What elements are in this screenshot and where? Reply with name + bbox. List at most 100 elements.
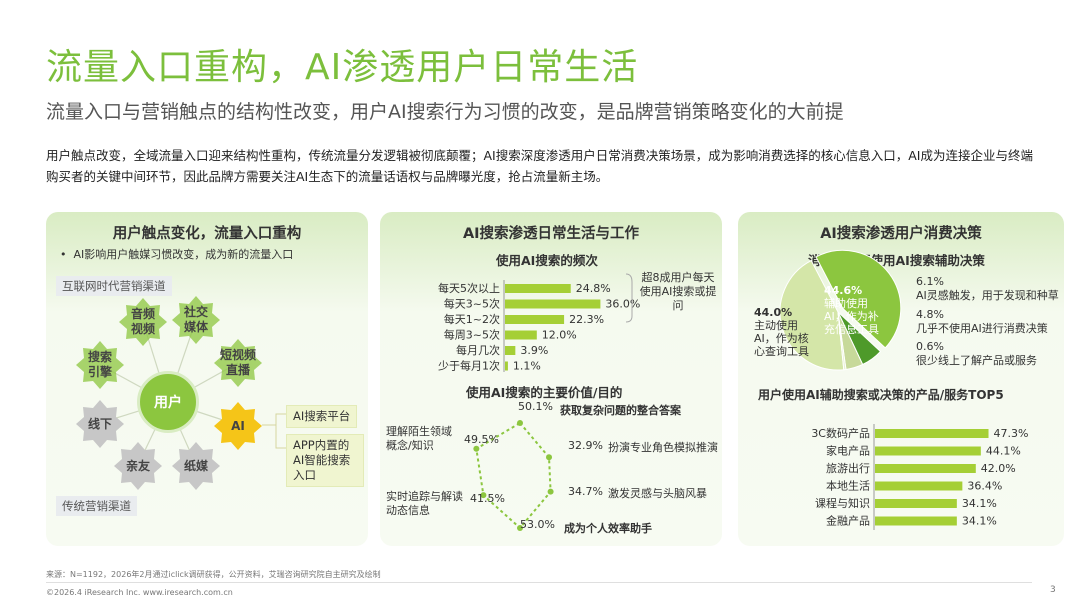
ai-node: AI xyxy=(214,402,262,450)
friends-node: 亲友 xyxy=(114,442,162,490)
top5-category-label: 家电产品 xyxy=(826,444,870,458)
frequency-chart: 每天5次以上 24.8%每天3~5次 36.0%每天1~2次 22.3%每周3~5次 1… xyxy=(438,273,640,373)
radar-l2-label: 实时追踪与解读动态信息 xyxy=(386,490,463,517)
social-media-label: 社交媒体 xyxy=(183,305,208,334)
frequency-category-label: 每天3~5次 xyxy=(444,297,500,311)
page-number: 3 xyxy=(1050,585,1056,595)
short-video-label: 短视频直播 xyxy=(219,348,256,377)
audio-video-label: 音频视频 xyxy=(130,307,155,336)
top5-bar xyxy=(875,464,976,473)
ai-consumption-panel: AI搜索渗透用户消费决策 消费前是否使用AI搜索辅助决策 44.0% 主动使用A… xyxy=(738,212,1064,546)
frequency-value-label: 12.0% xyxy=(542,329,577,342)
frequency-bar xyxy=(505,299,601,309)
radar-l1-label: 理解陌生领域概念/知识 xyxy=(386,425,452,452)
touchpoint-bullet: • AI影响用户触媒习惯改变，成为新的流量入口 xyxy=(60,248,294,261)
frequency-note: 超8成用户每天使用AI搜索或提问 xyxy=(639,271,717,312)
top5-bar xyxy=(875,446,981,456)
top5-bar xyxy=(875,429,989,438)
footer-divider xyxy=(46,582,1032,583)
top5-bar xyxy=(875,481,963,491)
frequency-category-label: 少于每月1次 xyxy=(438,359,500,373)
pie-s4-annotation: 4.8% 几乎不使用AI进行消费决策 xyxy=(916,308,1048,336)
pie-s2-annotation: 44.6% 辅助使用AI，作为补充信息工具 xyxy=(824,284,886,336)
top5-bar xyxy=(875,516,957,526)
radar-top-value: 50.1% xyxy=(518,400,553,413)
top5-category-label: 本地生活 xyxy=(826,479,870,493)
search-engine-label: 搜索引擎 xyxy=(87,350,112,379)
radar-r1-value: 32.9% xyxy=(568,439,603,452)
frequency-section-title: 使用AI搜索的频次 xyxy=(496,253,598,268)
print-media-label: 纸媒 xyxy=(183,458,208,473)
frequency-value-label: 24.8% xyxy=(576,282,611,295)
pie-s1-label: 主动使用AI，作为核心查询工具 xyxy=(754,319,809,358)
pie-s4-label: 几乎不使用AI进行消费决策 xyxy=(916,322,1048,335)
radar-bottom-label: 成为个人效率助手 xyxy=(564,522,652,535)
frequency-bar xyxy=(505,284,571,293)
pie-s4-value: 4.8% xyxy=(916,308,944,321)
frequency-value-label: 3.9% xyxy=(520,344,548,357)
user-center-label: 用户 xyxy=(154,395,182,411)
source-note: 来源：N=1192，2026年2月通过iclick调研获得，公开资料，艾瑞咨询研… xyxy=(46,570,381,579)
ai-search-life-panel: AI搜索渗透日常生活与工作 使用AI搜索的频次 每天5次以上 24.8% 每天3~5… xyxy=(380,212,722,546)
ai-search-life-panel-title: AI搜索渗透日常生活与工作 xyxy=(462,226,640,242)
frequency-category-label: 每月几次 xyxy=(456,343,500,357)
audio-video-node: 音频视频 xyxy=(119,298,167,346)
touchpoint-panel: 用户触点变化，流量入口重构 • AI影响用户触媒习惯改变，成为新的流量入口 互联… xyxy=(46,212,368,546)
pie-s1-annotation: 44.0% 主动使用AI，作为核心查询工具 xyxy=(754,306,814,358)
internet-channels-tag: 互联网时代营销渠道 xyxy=(56,276,172,296)
radar-l2-value: 41.5% xyxy=(470,492,505,505)
top5-category-label: 旅游出行 xyxy=(826,461,870,475)
frequency-value-label: 1.1% xyxy=(513,360,541,373)
top5-value-label: 36.4% xyxy=(967,480,1002,493)
radar-r2-value: 34.7% xyxy=(568,485,603,498)
page-description: 用户触点改变，全域流量入口迎来结构性重构，传统流量分发逻辑被彻底颠覆；AI搜索深… xyxy=(46,148,1033,184)
pie-s3-annotation: 6.1% AI灵感触发，用于发现和种草 xyxy=(916,275,1059,303)
frequency-category-label: 每周3~5次 xyxy=(444,328,500,342)
offline-node: 线下 xyxy=(76,400,124,448)
traditional-channels-tag: 传统营销渠道 xyxy=(56,496,137,516)
pie-slice xyxy=(815,249,902,349)
pie-s5-value: 0.6% xyxy=(916,340,944,353)
top5-value-label: 42.0% xyxy=(981,462,1016,475)
top5-section-title: 用户使用AI辅助搜索或决策的产品/服务TOP5 xyxy=(758,388,1004,402)
frequency-bar xyxy=(505,361,508,371)
ai-search-platform-chip: AI搜索平台 xyxy=(286,405,358,428)
pie-s5-annotation: 0.6% 很少线上了解产品或服务 xyxy=(916,340,1037,368)
frequency-bar xyxy=(505,346,516,355)
pie-s2-value: 44.6% xyxy=(824,284,863,297)
frequency-bar xyxy=(505,330,537,340)
radar-point xyxy=(517,524,523,531)
pie-s3-label: AI灵感触发，用于发现和种草 xyxy=(916,289,1059,302)
page-subtitle: 流量入口与营销触点的结构性改变，用户AI搜索行为习惯的改变，是品牌营销策略变化的… xyxy=(46,101,844,123)
top5-category-label: 金融产品 xyxy=(826,514,870,528)
pie-slice xyxy=(779,259,845,371)
page-title: 流量入口重构，AI渗透用户日常生活 xyxy=(46,47,639,88)
radar-r1-label: 扮演专业角色模拟推演 xyxy=(608,441,718,454)
radar-point xyxy=(547,488,554,495)
search-engine-node: 搜索引擎 xyxy=(76,341,124,389)
radar-point xyxy=(517,419,523,426)
radar-point xyxy=(546,454,553,461)
top5-category-label: 课程与知识 xyxy=(815,496,870,510)
frequency-category-label: 每天1~2次 xyxy=(444,312,500,326)
value-radar-chart xyxy=(473,419,554,531)
touchpoint-panel-title: 用户触点变化，流量入口重构 xyxy=(112,226,302,242)
frequency-bracket xyxy=(625,273,633,323)
frequency-value-label: 22.3% xyxy=(569,313,604,326)
radar-top-label: 获取复杂问题的整合答案 xyxy=(560,404,681,417)
ai-label: AI xyxy=(231,418,245,433)
pie-s2-label: 辅助使用AI，作为补充信息工具 xyxy=(824,297,879,336)
frequency-bar xyxy=(505,315,565,324)
radar-point xyxy=(473,445,480,452)
short-video-node: 短视频直播 xyxy=(214,339,262,387)
decision-pie-chart xyxy=(779,249,902,371)
app-ai-search-chip: APP内置的AI智能搜索入口 xyxy=(286,434,364,487)
radar-point xyxy=(480,492,487,499)
frequency-category-label: 每天5次以上 xyxy=(438,281,500,295)
radar-bottom-value: 53.0% xyxy=(520,518,555,531)
pie-slice xyxy=(837,311,847,371)
ai-consumption-panel-title: AI搜索渗透用户消费决策 xyxy=(820,226,982,242)
top5-bar-chart: 3C数码产品 47.3% 家电产品 44.1% 旅游出行 42.0% 本地生活 36.4% 课程… xyxy=(811,424,1028,530)
offline-label: 线下 xyxy=(87,416,112,431)
value-section-title: 使用AI搜索的主要价值/目的 xyxy=(466,385,623,400)
